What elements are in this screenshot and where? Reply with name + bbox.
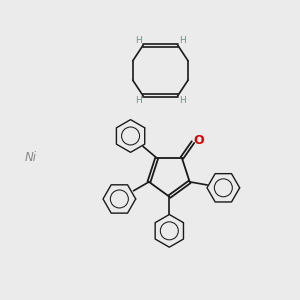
Text: O: O	[193, 134, 204, 147]
Text: H: H	[179, 96, 186, 105]
Text: H: H	[179, 36, 186, 45]
Text: Ni: Ni	[25, 151, 37, 164]
Text: H: H	[135, 36, 142, 45]
Text: H: H	[135, 96, 142, 105]
